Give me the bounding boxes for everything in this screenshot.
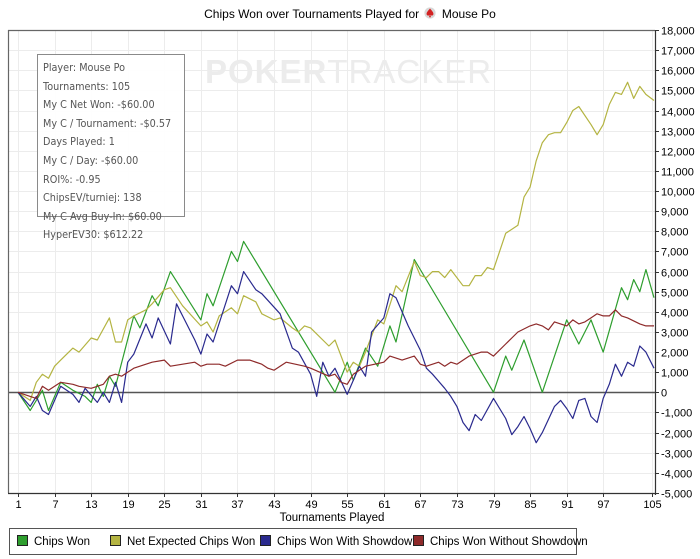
y-tick-label: 14,000 [661,107,695,119]
chart-title-player: Mouse Po [441,7,496,21]
y-tick-label: -1,000 [661,408,692,420]
info-tournaments: Tournaments: 105 [43,80,131,93]
series-line-net-expected-chips-won [17,81,655,401]
x-tick-label: 97 [597,499,609,511]
chart-legend: Chips Won Net Expected Chips Won Chips W… [9,528,588,555]
info-per-day: My C / Day: -$60.00 [43,154,139,167]
legend-swatch-with-showdown [260,535,271,546]
y-tick-label: -5,000 [661,489,692,501]
x-tick-label: 67 [414,499,426,511]
legend-swatch-without-showdown [413,535,424,546]
y-tick-label: 6,000 [661,268,689,280]
x-tick-label: 79 [488,499,500,511]
info-chipsev: ChipsEV/turniej: 138 [43,192,142,205]
x-tick-label: 49 [305,499,317,511]
x-tick-label: 61 [378,499,390,511]
y-tick-label: -3,000 [661,449,692,461]
legend-label: Net Expected Chips Won [127,536,256,548]
y-tick-label: -2,000 [661,429,692,441]
x-axis: 1 7 13 19 25 31 37 43 49 55 61 67 73 79 85 91 97 105 [15,493,662,511]
legend-label: Chips Won With Showdown [277,536,419,548]
x-tick-label: 31 [195,499,207,511]
series-line-chips-won-without-showdown [17,309,654,399]
info-hyperev: HyperEV30: $612.22 [43,229,144,242]
y-tick-label: 3,000 [661,328,689,340]
x-tick-label: 43 [268,499,280,511]
x-tick-label: 37 [231,499,243,511]
y-tick-label: 2,000 [661,348,689,360]
y-tick-label: 1,000 [661,368,689,380]
chart-title: Chips Won over Tournaments Played for Mo… [0,7,700,21]
y-tick-label: 11,000 [661,167,694,179]
info-days-played: Days Played: 1 [43,136,115,149]
legend-item-with-showdown[interactable]: Chips Won With Showdown [260,535,419,548]
x-tick-label: 85 [524,499,536,511]
y-tick-label: 18,000 [661,26,695,38]
y-tick-label: 0 [661,388,667,400]
y-tick-label: 17,000 [661,46,695,58]
watermark-light: TRACKER [327,53,493,90]
y-tick-label: 9,000 [661,207,689,219]
series-line-chips-won [17,240,655,412]
info-per-tournament: My C / Tournament: -$0.57 [43,117,172,130]
pokertracker-watermark: POKERTRACKER [205,53,492,91]
x-tick-label: 55 [341,499,353,511]
x-tick-label: 105 [643,499,661,511]
legend-item-chips-won[interactable]: Chips Won [17,535,90,548]
x-tick-label: 73 [451,499,463,511]
y-tick-label: -4,000 [661,469,692,481]
plot-frame [7,29,657,495]
y-tick-label: 10,000 [661,187,695,199]
x-tick-label: 7 [52,499,58,511]
x-axis-label: Tournaments Played [279,512,385,524]
y-tick-label: 13,000 [661,127,695,139]
x-tick-label: 13 [85,499,97,511]
x-tick-label: 1 [15,499,21,511]
legend-label: Chips Won [34,536,91,548]
x-tick-label: 19 [122,499,134,511]
x-tick-label: 91 [561,499,573,511]
y-tick-label: 15,000 [661,86,695,98]
info-net-won: My C Net Won: -$60.00 [43,99,155,112]
info-player: Player: Mouse Po [43,62,126,74]
y-tick-label: 12,000 [661,147,695,159]
legend-swatch-net-expected [110,535,121,546]
legend-swatch-chips-won [17,535,28,546]
legend-item-without-showdown[interactable]: Chips Won Without Showdown [413,535,588,548]
stats-info-box: Player: Mouse Po Tournaments: 105 My C N… [37,54,185,241]
y-tick-label: 4,000 [661,308,689,320]
chart-title-prefix: Chips Won over Tournaments Played for [204,7,420,21]
y-axis: 18,000 17,000 16,000 15,000 14,000 13,000 12,0… [655,26,695,501]
watermark-bold: POKER [205,53,328,90]
info-avg-buyin: My C Avg Buy-In: $60.00 [43,210,162,223]
legend-label: Chips Won Without Showdown [430,536,588,548]
y-tick-label: 5,000 [661,288,689,300]
series-line-chips-won-with-showdown [17,271,655,444]
pokerstars-spade-icon [424,7,437,19]
y-tick-label: 16,000 [661,66,695,78]
y-tick-label: 8,000 [661,227,689,239]
series-lines [17,81,655,444]
y-tick-label: 7,000 [661,247,689,259]
info-roi: ROI%: -0.95 [43,173,101,186]
x-tick-label: 25 [158,499,170,511]
legend-item-net-expected[interactable]: Net Expected Chips Won [110,535,255,548]
